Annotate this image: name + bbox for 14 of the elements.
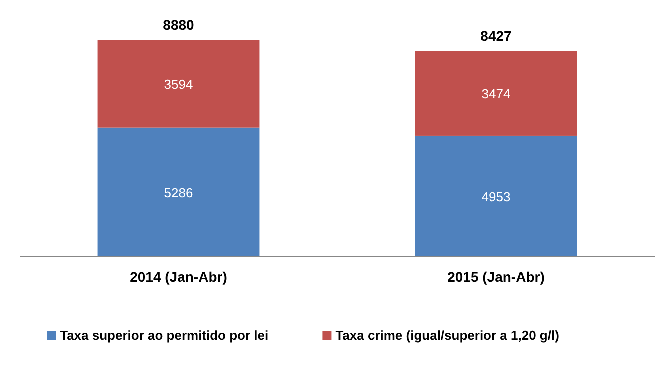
x-tick-label: 2015 (Jan-Abr) bbox=[448, 269, 545, 285]
x-tick-label: 2014 (Jan-Abr) bbox=[130, 269, 228, 285]
legend-label: Taxa crime (igual/superior a 1,20 g/l) bbox=[336, 328, 560, 343]
bar bbox=[415, 51, 578, 136]
data-label: 3594 bbox=[164, 76, 194, 92]
data-label: 4953 bbox=[482, 189, 511, 204]
bar bbox=[98, 128, 260, 257]
legend-label: Taxa superior ao permitido por lei bbox=[60, 328, 269, 343]
total-label: 8427 bbox=[480, 28, 512, 44]
bar bbox=[415, 136, 578, 257]
data-label: 3474 bbox=[482, 86, 511, 102]
bar bbox=[98, 40, 260, 128]
total-label: 8880 bbox=[163, 17, 195, 33]
data-label: 5286 bbox=[164, 185, 194, 200]
